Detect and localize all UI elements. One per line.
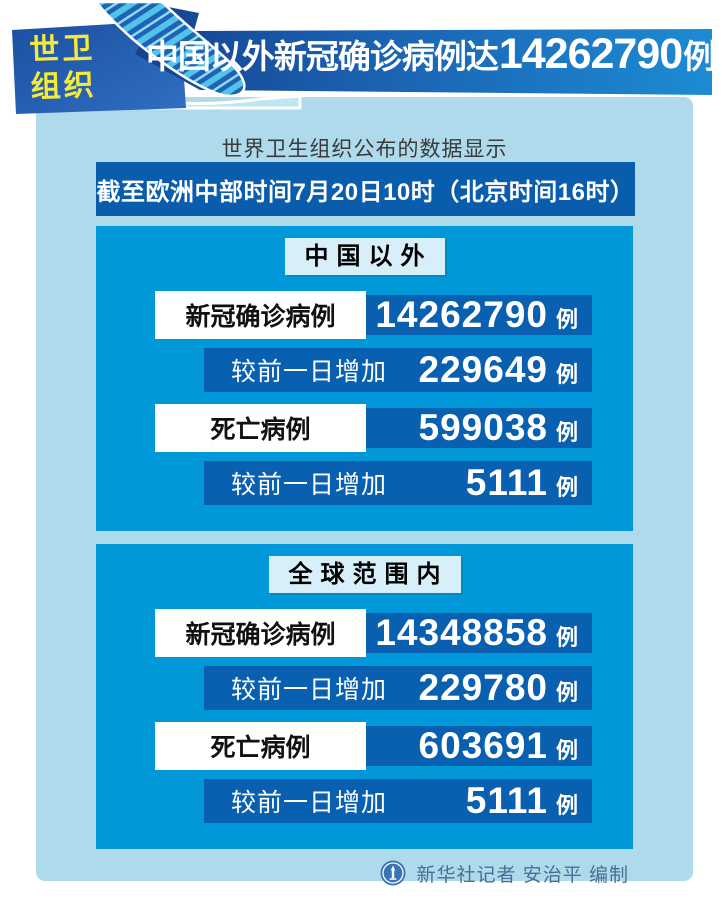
value-unit: 例 (555, 680, 578, 705)
value-number: 229649 (418, 349, 548, 390)
row-value: 603691 例 (419, 727, 578, 765)
value-unit: 例 (555, 362, 578, 387)
data-row-new-deaths: 较前一日增加 5111 例 (155, 461, 592, 505)
row-value-bar: 14262790 例 (366, 295, 592, 335)
section-title: 全球范围内 (268, 556, 461, 593)
row-value: 5111 例 (466, 464, 578, 502)
row-label: 较前一日增加 (231, 789, 388, 817)
title-number: 14262790 (498, 30, 683, 78)
row-value: 5111 例 (466, 782, 578, 820)
datetime-bar: 截至欧洲中部时间7月20日10时（北京时间16时） (96, 162, 635, 216)
value-number: 14262790 (375, 294, 548, 335)
section-outside-china: 中国以外 新冠确诊病例 14262790 例 较前一日增加 229649 例 死… (96, 226, 633, 531)
subtitle: 世界卫生组织公布的数据显示 (221, 138, 508, 161)
row-value-bar: 较前一日增加 5111 例 (204, 461, 592, 505)
row-label-box: 死亡病例 (155, 722, 366, 770)
page-title: 中国以外新冠确诊病例达 14262790 例 (146, 30, 716, 92)
value-number: 599038 (418, 407, 548, 448)
row-value: 229649 例 (419, 351, 578, 389)
value-number: 5111 (465, 462, 548, 503)
value-number: 5111 (465, 780, 548, 821)
row-value: 14262790 例 (375, 296, 578, 334)
value-number: 603691 (418, 725, 548, 766)
value-number: 14348858 (375, 612, 548, 653)
row-value: 599038 例 (419, 409, 578, 447)
data-row-deaths: 死亡病例 599038 例 (155, 404, 592, 452)
data-row-new-confirmed: 较前一日增加 229780 例 (155, 666, 592, 710)
row-value: 14348858 例 (375, 614, 578, 652)
data-row-new-deaths: 较前一日增加 5111 例 (155, 779, 592, 823)
data-row-confirmed: 新冠确诊病例 14348858 例 (155, 609, 592, 657)
row-value-bar: 较前一日增加 5111 例 (204, 779, 592, 823)
footer-credit: 新华社记者 安治平 编制 (36, 858, 693, 888)
row-label-box: 新冠确诊病例 (155, 609, 366, 657)
section-title: 中国以外 (284, 238, 445, 275)
row-label-box: 新冠确诊病例 (155, 291, 366, 339)
who-badge: 世卫 组织 (29, 30, 98, 106)
data-row-deaths: 死亡病例 603691 例 (155, 722, 592, 770)
title-suffix: 例 (683, 38, 716, 75)
title-prefix: 中国以外新冠确诊病例达 (145, 38, 499, 75)
credit-text: 新华社记者 安治平 编制 (416, 864, 629, 886)
who-badge-line2: 组织 (30, 68, 98, 105)
row-label: 较前一日增加 (231, 471, 388, 499)
value-unit: 例 (555, 307, 578, 332)
value-unit: 例 (555, 625, 578, 650)
value-unit: 例 (555, 420, 578, 445)
data-row-new-confirmed: 较前一日增加 229649 例 (155, 348, 592, 392)
row-value-bar: 603691 例 (366, 726, 592, 766)
data-row-confirmed: 新冠确诊病例 14262790 例 (155, 291, 592, 339)
row-value-bar: 14348858 例 (366, 613, 592, 653)
section-global: 全球范围内 新冠确诊病例 14348858 例 较前一日增加 229780 例 … (96, 544, 633, 849)
value-unit: 例 (555, 793, 578, 818)
value-unit: 例 (555, 475, 578, 500)
row-value-bar: 较前一日增加 229649 例 (204, 348, 592, 392)
row-value-bar: 599038 例 (366, 408, 592, 448)
who-badge-line1: 世卫 (28, 31, 96, 68)
row-label: 较前一日增加 (231, 676, 388, 704)
value-number: 229780 (418, 667, 548, 708)
row-label-box: 死亡病例 (155, 404, 366, 452)
value-unit: 例 (555, 738, 578, 763)
row-label: 较前一日增加 (231, 358, 388, 386)
row-value-bar: 较前一日增加 229780 例 (204, 666, 592, 710)
row-value: 229780 例 (419, 669, 578, 707)
xinhua-logo-icon (380, 860, 406, 886)
